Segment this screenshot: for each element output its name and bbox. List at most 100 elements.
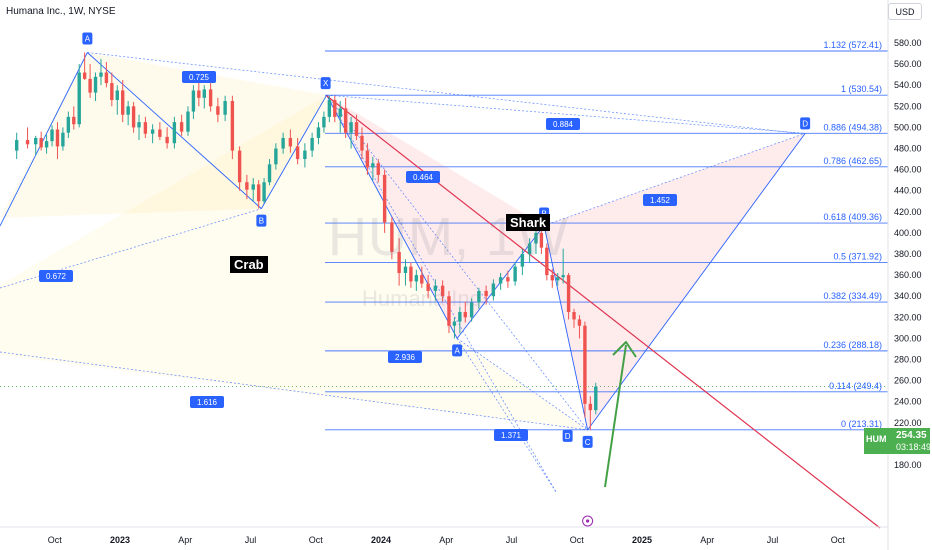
candle-body: [197, 90, 201, 98]
shark-ratio-line-ac: [456, 338, 588, 431]
candle-body: [88, 78, 92, 93]
crab-leg-xa: [0, 52, 88, 227]
crab-ratio-label: 1.616: [197, 398, 218, 407]
candle-body: [186, 111, 190, 132]
shark-ratio-label: 1.371: [501, 431, 522, 440]
fib-level-label: 0.786 (462.65): [823, 156, 882, 166]
x-tick-label: Apr: [439, 535, 453, 545]
shark-ratio-label: 2.936: [395, 353, 416, 362]
x-tick-label: 2023: [110, 535, 130, 545]
candle-body: [534, 232, 538, 244]
candle-body: [104, 72, 109, 84]
candle-body: [491, 283, 496, 297]
candle-body: [463, 312, 467, 318]
shark-fill-xab: [326, 95, 545, 339]
shark-point-label-box: [582, 435, 593, 448]
shark-point-label: C: [585, 438, 591, 447]
y-tick-label: 500.00: [894, 122, 922, 132]
y-tick-label: 340.00: [894, 291, 922, 301]
crab-fill-right: [87, 52, 327, 209]
fib-level-label: 0.114 (249.4): [829, 381, 882, 391]
x-tick-label: 2025: [632, 535, 652, 545]
candle-body: [288, 137, 293, 147]
candle-body: [44, 141, 49, 148]
y-tick-label: 520.00: [894, 101, 922, 111]
candle-body: [561, 275, 565, 278]
candle-body: [274, 148, 278, 165]
candle-body: [420, 275, 424, 284]
fib-level-label: 0.886 (494.38): [823, 122, 882, 132]
candle-body: [414, 275, 419, 282]
candle-body: [327, 99, 332, 117]
candle-body: [583, 325, 587, 404]
candle-body: [99, 72, 103, 77]
candle-body: [150, 129, 155, 134]
crab-point-label: B: [259, 217, 264, 226]
candle-body: [25, 140, 30, 145]
candle-body: [191, 90, 196, 112]
candle-body: [143, 122, 148, 134]
y-tick-label: 300.00: [894, 333, 922, 343]
y-tick-label: 420.00: [894, 207, 922, 217]
candle-body: [338, 108, 342, 117]
candle-body: [77, 72, 81, 125]
crab-ratio-line-top: [87, 52, 799, 134]
fib-level-label: 1 (530.54): [841, 84, 882, 94]
candle-body: [267, 164, 272, 183]
crab-pattern-label: Crab: [230, 256, 268, 273]
candle-body: [245, 182, 249, 190]
x-tick-label: Jul: [767, 535, 779, 545]
candle-body: [550, 275, 554, 281]
y-tick-label: 460.00: [894, 165, 922, 175]
crab-ratio-label-box: [190, 396, 224, 408]
candle-body: [230, 101, 235, 151]
candle-body: [39, 137, 43, 148]
fib-level-label: 1.132 (572.41): [823, 40, 882, 50]
candle-body: [223, 101, 227, 115]
candle-body: [390, 222, 394, 252]
shark-pattern-label: Shark: [506, 214, 551, 231]
shark-ratio-label-box: [643, 194, 677, 206]
candle-body: [447, 296, 451, 326]
candle-body: [303, 150, 307, 160]
candle-body: [458, 312, 462, 322]
y-tick-label: 440.00: [894, 186, 922, 196]
currency-button[interactable]: USD: [888, 3, 922, 20]
shark-ratio-label-box: [494, 429, 528, 441]
candle-body: [452, 321, 457, 326]
d-marker-label: D: [565, 432, 571, 441]
crab-ratio-line-low: [0, 351, 588, 431]
candle-body: [61, 132, 65, 147]
crab-point-label-box: [256, 214, 267, 227]
shark-point-label-box: [320, 77, 331, 90]
price-tag-symbol: HUM: [866, 434, 887, 444]
crab-ratio-label: 0.672: [46, 272, 67, 281]
candle-body: [237, 150, 242, 183]
candle-body: [484, 290, 488, 297]
candle-body: [316, 127, 321, 138]
candle-body: [121, 90, 125, 115]
candle-body: [158, 129, 162, 137]
event-marker-icon: [582, 515, 594, 527]
candle-body: [72, 116, 76, 125]
shark-ratio-label-box: [546, 118, 580, 130]
y-tick-label: 220.00: [894, 418, 922, 428]
x-tick-label: Oct: [570, 535, 585, 545]
candle-body: [440, 285, 445, 297]
shark-ratio-label: 1.452: [650, 196, 671, 205]
candle-body: [572, 312, 576, 320]
candle-body: [333, 99, 337, 117]
candle-body: [137, 122, 141, 128]
y-tick-label: 280.00: [894, 355, 922, 365]
candle-body: [433, 285, 438, 291]
candle-body: [115, 90, 119, 100]
x-tick-label: Jul: [506, 535, 518, 545]
candle-body: [360, 135, 364, 151]
candle-body: [343, 108, 348, 133]
shark-leg-bc: [543, 225, 589, 430]
trendline: [326, 95, 881, 529]
shark-point-label: D: [802, 119, 808, 128]
shark-point-label: X: [323, 79, 329, 88]
candle-body: [403, 266, 408, 273]
